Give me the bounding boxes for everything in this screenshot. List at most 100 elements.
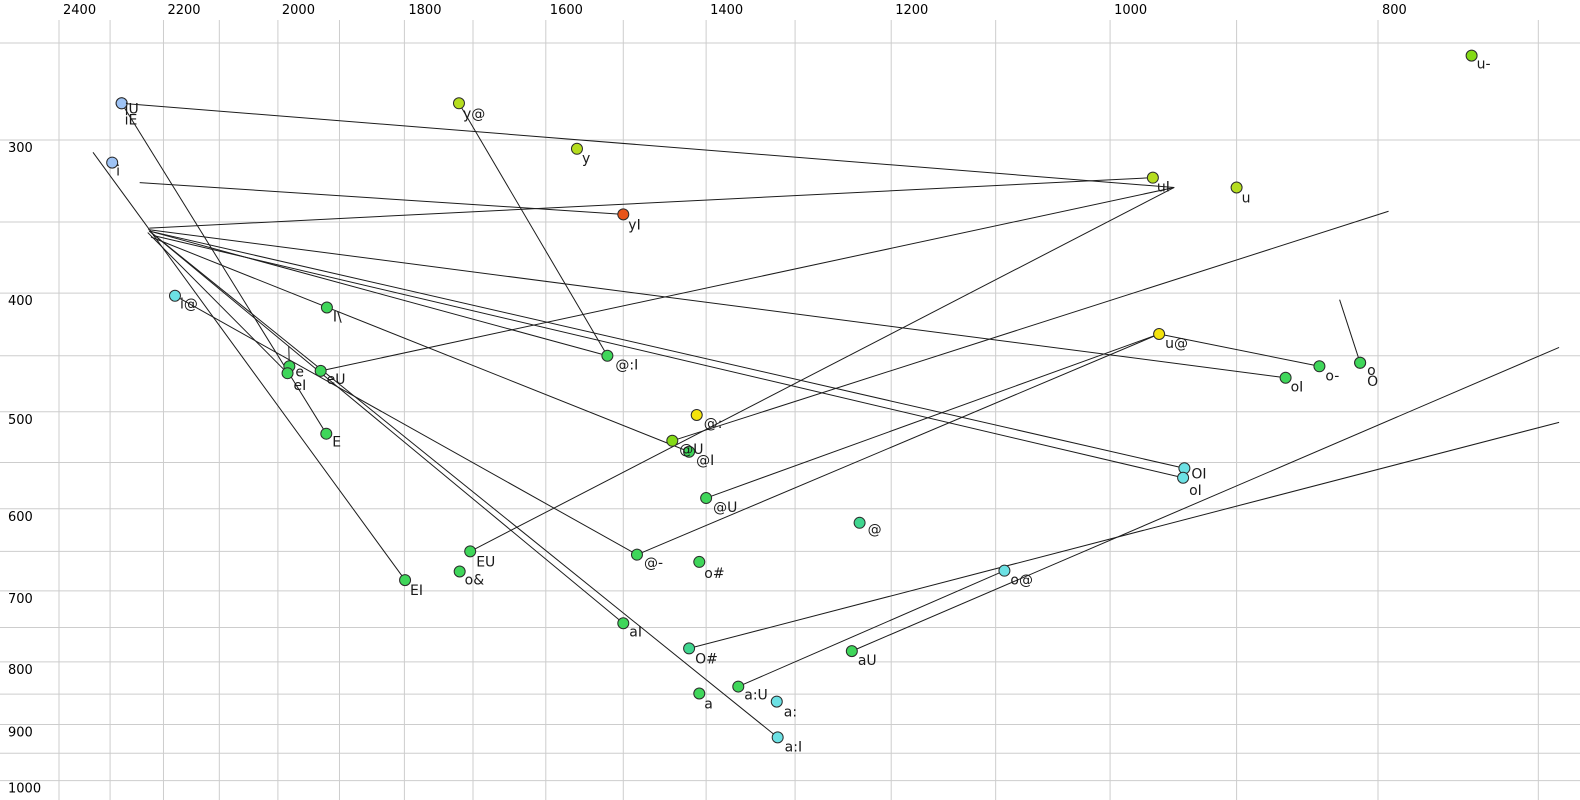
vowel-point-a[interactable] (693, 687, 706, 700)
vowel-point-oI[interactable] (1177, 471, 1190, 484)
vowel-label-aI: aI (629, 624, 642, 640)
vowel-point-eI[interactable] (281, 367, 294, 380)
vowel-label-eI: eI (294, 378, 307, 394)
vowel-label-@:: @: (704, 416, 723, 432)
EI-trajectory (92, 151, 406, 581)
vowel-label-@: @ (868, 522, 882, 538)
vowel-point-O[interactable] (1354, 356, 1367, 369)
vowel-point-a:[interactable] (770, 695, 783, 708)
vowel-point-@-[interactable] (630, 548, 643, 561)
EU-trajectory (469, 187, 1175, 552)
vowel-point-oI[interactable] (1279, 371, 1292, 384)
@U2-trajectory (705, 333, 1160, 499)
vowel-label-aU: aU (858, 653, 877, 669)
y-tick-label-900: 900 (8, 726, 33, 741)
vowel-point-O#[interactable] (683, 642, 696, 655)
@U-trajectory (672, 210, 1389, 442)
vowel-label-a:: a: (784, 705, 797, 721)
y-tick-label-800: 800 (8, 663, 33, 678)
vowel-label-yI: yI (628, 217, 640, 233)
vowel-point-a:U[interactable] (732, 680, 745, 693)
@I-trajectory (150, 236, 690, 453)
vowel-label-@I: @I (696, 453, 714, 469)
OI-trajectory (149, 230, 1185, 469)
x-tick-label-1000: 1000 (1114, 3, 1147, 18)
vowel-point-i@[interactable] (168, 289, 181, 302)
vowel-point-aI[interactable] (617, 617, 630, 630)
@:I-trajectory (149, 230, 608, 357)
aU-trajectory (851, 346, 1560, 652)
vowel-label-y: y (582, 151, 590, 167)
vowel-point-layer (106, 49, 1478, 744)
vowel-label-EU: EU (476, 554, 495, 570)
x-tick-label-2000: 2000 (282, 3, 315, 18)
vowel-point-@:I[interactable] (601, 349, 614, 362)
vowel-point-u[interactable] (1230, 181, 1243, 194)
y-tick-label-400: 400 (8, 294, 33, 309)
vowel-point-EU[interactable] (464, 545, 477, 558)
vowel-point-EI[interactable] (399, 574, 412, 587)
vowel-point-o-[interactable] (1313, 360, 1326, 373)
vowel-point-aU[interactable] (845, 645, 858, 658)
x-tick-label-1400: 1400 (710, 3, 743, 18)
vowel-label-o@: o@ (1010, 573, 1033, 589)
iE-trajectory (121, 103, 327, 434)
vowel-point-E[interactable] (320, 427, 333, 440)
vowel-label-I\: I\ (333, 310, 342, 326)
vowel-point-i[interactable] (106, 156, 119, 169)
vowel-label-OI: OI (1191, 466, 1206, 482)
yI-trajectory (139, 182, 624, 215)
eI-trajectory (147, 232, 288, 374)
i@-trajectory (174, 295, 638, 556)
uI-trajectory (149, 177, 1153, 229)
vowel-point-u@[interactable] (1153, 328, 1166, 341)
vowel-point-uI[interactable] (1146, 171, 1159, 184)
y@-trajectory (458, 103, 608, 356)
vowel-point-y@[interactable] (452, 97, 465, 110)
vowel-point-eU[interactable] (314, 364, 327, 377)
vowel-point-@:[interactable] (690, 408, 703, 421)
x-tick-label-1600: 1600 (550, 3, 583, 18)
vowel-label-iU: iU (125, 101, 139, 117)
y-tick-label-1000: 1000 (8, 782, 41, 797)
iU-trajectory (121, 102, 1175, 188)
vowel-label-E: E (332, 435, 341, 451)
vowel-point-u-[interactable] (1465, 49, 1478, 62)
vowel-point-y[interactable] (570, 142, 583, 155)
vowel-point-@[interactable] (853, 516, 866, 529)
vowel-point-o#[interactable] (693, 555, 706, 568)
vowel-point-@U[interactable] (700, 492, 713, 505)
vowel-label-@:I: @:I (615, 358, 638, 374)
vowel-label-o&: o& (465, 572, 485, 588)
vowel-point-@U[interactable] (666, 434, 679, 447)
vowel-label-uI: uI (1157, 180, 1170, 196)
vowel-point-iE[interactable] (115, 97, 128, 110)
vowel-point-I\[interactable] (320, 301, 333, 314)
vowel-label-oI: oI (1189, 483, 1202, 499)
vowel-label-oI: oI (1291, 380, 1304, 396)
vowel-label-O#: O# (695, 651, 718, 667)
eU-trajectory (320, 186, 1175, 372)
x-tick-label-800: 800 (1382, 3, 1407, 18)
vowel-point-a:I[interactable] (771, 731, 784, 744)
vowel-label-u@: u@ (1165, 336, 1188, 352)
vowel-label-eU: eU (327, 372, 346, 388)
vowel-label-a: a (704, 697, 713, 713)
vowel-point-o@[interactable] (998, 564, 1011, 577)
a:U-trajectory (738, 570, 1005, 688)
vowel-label-y@: y@ (463, 106, 485, 122)
vowel-label-EI: EI (410, 583, 423, 599)
vowel-label-o: o (1367, 363, 1376, 379)
y-tick-label-700: 700 (8, 592, 33, 607)
vowel-label-u-: u- (1477, 57, 1491, 73)
vowel-label-a:U: a:U (744, 688, 768, 704)
grid-layer (0, 20, 1580, 800)
vowel-point-o&[interactable] (453, 565, 466, 578)
vowel-point-@I[interactable] (683, 445, 696, 458)
vowel-point-yI[interactable] (617, 208, 630, 221)
vowel-label-@-: @- (644, 556, 663, 572)
u@-trajectory (1159, 333, 1320, 367)
vowel-label-@U: @U (679, 442, 703, 458)
a:I-trajectory (149, 230, 778, 738)
